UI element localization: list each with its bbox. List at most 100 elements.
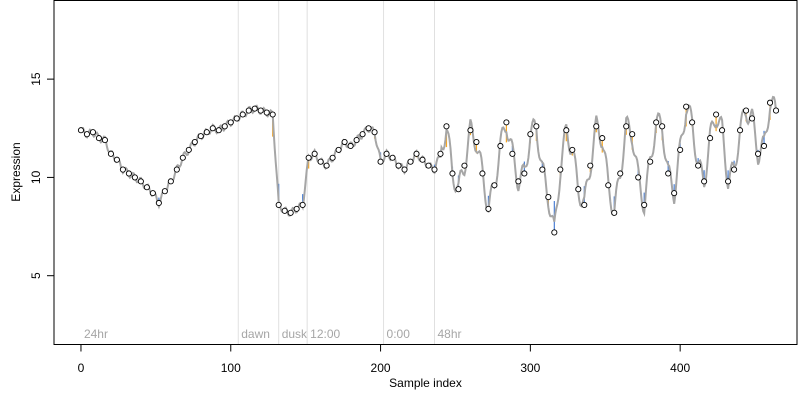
data-point [365,125,372,132]
data-point [83,131,91,138]
data-point [383,150,390,157]
data-point [587,162,594,169]
data-point [335,146,342,153]
data-point [551,229,558,236]
data-point [233,115,240,122]
data-point [167,178,174,185]
x-tick-label: 100 [221,361,241,375]
data-point [641,201,648,208]
data-point [425,162,432,169]
data-point [755,150,762,157]
data-point [713,111,720,118]
data-point [209,125,216,132]
data-point [413,150,420,157]
data-point [605,182,612,189]
data-point [521,170,528,177]
data-point [89,129,96,136]
data-point [203,129,210,136]
data-point [569,146,576,153]
data-point [545,194,552,201]
data-point [581,201,588,208]
data-point [119,166,126,173]
data-point [281,207,288,214]
data-point [215,127,222,134]
data-point [359,131,366,138]
data-point [95,135,102,142]
y-tick-label: 10 [29,170,43,184]
data-point [719,127,726,134]
data-point [659,123,666,130]
data-point [491,182,498,189]
data-point [485,205,492,212]
data-point [449,170,456,177]
data-point [431,166,438,173]
data-point [509,150,516,157]
data-point [221,123,228,130]
data-point [677,146,684,153]
data-point [77,127,85,134]
data-point [185,146,192,153]
data-point [149,190,156,197]
data-point [137,178,144,185]
data-point [647,158,654,165]
y-tick-label: 5 [29,272,43,279]
data-point [725,178,732,185]
phase-label: 48hr [437,327,461,341]
x-tick-label: 200 [371,361,391,375]
data-point [245,107,252,114]
data-point [125,170,132,177]
data-point [311,150,318,157]
data-point [623,123,630,130]
data-point [173,166,180,173]
data-point [329,154,336,161]
data-point [563,127,570,134]
data-point [437,150,444,157]
phase-label: 12:00 [310,327,340,341]
data-point [629,131,636,138]
data-point [299,201,306,208]
data-point [407,158,414,165]
data-point [395,162,402,169]
x-tick-label: 0 [78,361,85,375]
phase-markers: 24hr dawn dusk 12:00 0:00 48hr [84,0,462,345]
data-point [347,142,354,150]
data-point [101,137,108,144]
data-point [377,158,384,165]
data-point [317,158,324,165]
data-point [257,107,264,114]
data-point [161,188,168,195]
phase-label: dawn [241,327,270,341]
data-point [479,170,486,177]
data-point [197,133,204,140]
data-point [467,127,474,134]
data-point [389,154,396,161]
data-point [251,105,258,112]
x-axis-title: Sample index [389,376,462,390]
phase-label: dusk [282,327,308,341]
data-point [760,142,768,150]
data-point [131,174,138,181]
data-points [77,99,780,236]
data-point [737,127,744,134]
data-point [455,186,462,193]
x-tick-label: 400 [670,361,690,375]
data-point [527,131,534,138]
data-point [671,190,678,197]
data-point [653,119,660,126]
data-point [323,162,330,169]
data-point [683,103,690,110]
data-point [305,154,312,161]
data-point [695,162,702,169]
data-point [557,166,564,173]
data-point [341,138,348,146]
data-point [461,162,468,169]
data-point [743,107,750,114]
data-point [191,138,198,146]
data-point [353,137,360,144]
data-point [287,209,294,216]
data-point [701,178,708,185]
data-point [731,166,738,173]
y-axis-title: Expression [9,142,23,201]
